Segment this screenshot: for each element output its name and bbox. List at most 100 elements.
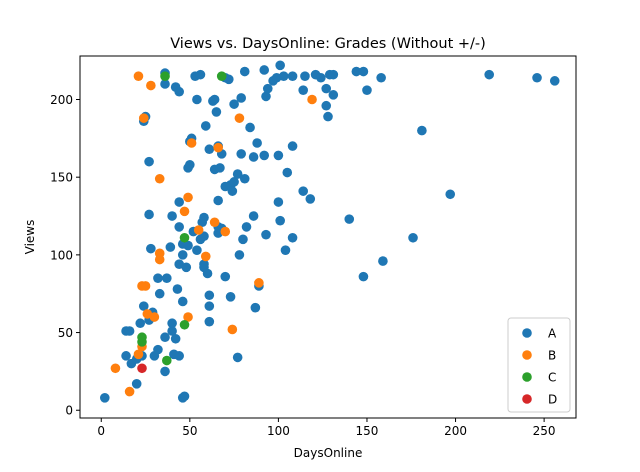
data-point-a	[238, 234, 248, 245]
data-point-a	[167, 211, 177, 221]
data-point-a	[378, 256, 388, 266]
y-tick-label: 0	[65, 404, 73, 418]
data-point-a	[259, 65, 270, 75]
legend-label-c: C	[548, 371, 556, 385]
data-point-a	[215, 163, 225, 173]
data-point-a	[351, 66, 362, 77]
data-point-a	[204, 316, 215, 327]
data-point-a	[250, 302, 261, 313]
data-point-b	[213, 142, 223, 153]
legend-marker-b	[522, 350, 532, 360]
data-point-b	[179, 206, 190, 217]
data-point-b	[183, 312, 193, 322]
data-point-a	[160, 366, 170, 377]
data-point-b	[307, 94, 317, 105]
legend-label-d: D	[548, 393, 557, 407]
data-point-a	[138, 301, 149, 311]
data-point-a	[358, 271, 369, 282]
data-point-a	[278, 71, 289, 81]
data-point-a	[229, 177, 239, 187]
data-point-a	[183, 240, 193, 251]
y-tick-label: 200	[50, 93, 73, 107]
data-point-c	[216, 71, 227, 81]
data-point-a	[273, 197, 284, 207]
data-point-a	[225, 292, 236, 302]
data-point-a	[275, 60, 285, 71]
data-point-a	[220, 271, 231, 282]
data-point-a	[167, 318, 177, 329]
y-axis-label: Views	[23, 220, 37, 255]
data-point-a	[287, 71, 298, 81]
data-point-a	[204, 290, 215, 301]
data-point-b	[138, 113, 149, 123]
data-point-a	[239, 66, 250, 77]
data-point-a	[287, 232, 298, 243]
data-point-a	[169, 349, 179, 360]
data-point-b	[200, 251, 211, 262]
legend-marker-a	[522, 328, 532, 338]
data-point-a	[131, 379, 142, 389]
y-tick-label: 150	[50, 171, 73, 185]
chart-title: Views vs. DaysOnline: Grades (Without +/…	[170, 36, 486, 52]
data-point-a	[227, 186, 238, 196]
data-point-a	[167, 326, 177, 336]
data-point-a	[229, 99, 239, 109]
data-point-a	[121, 351, 131, 361]
data-point-a	[323, 111, 333, 122]
data-point-a	[417, 125, 427, 136]
data-point-a	[144, 156, 154, 167]
data-point-a	[298, 186, 309, 196]
data-point-a	[100, 393, 110, 403]
data-point-a	[154, 288, 165, 299]
data-point-a	[321, 83, 332, 94]
x-tick-label: 0	[97, 424, 105, 438]
data-point-a	[252, 138, 262, 148]
y-axis-ticks: 0 50 100 150 200	[50, 93, 80, 418]
data-point-a	[305, 194, 316, 204]
data-point-a	[248, 152, 259, 162]
data-point-a	[153, 344, 163, 355]
data-point-a	[245, 122, 255, 133]
data-point-a	[261, 229, 271, 240]
data-point-a	[358, 66, 369, 77]
data-point-b	[183, 192, 193, 203]
data-point-a	[199, 259, 209, 269]
x-tick-label: 100	[267, 424, 290, 438]
data-point-b	[146, 80, 156, 91]
data-point-a	[192, 94, 202, 105]
data-point-b	[154, 254, 165, 265]
data-point-a	[160, 332, 170, 343]
data-point-a	[170, 333, 181, 344]
legend-label-a: A	[548, 327, 557, 341]
data-point-b	[149, 312, 160, 322]
x-axis-ticks: 0 50 100 150 200 250	[97, 418, 556, 438]
data-point-a	[177, 296, 188, 307]
data-point-a	[162, 273, 172, 283]
data-point-a	[211, 107, 222, 117]
data-point-d	[137, 363, 147, 374]
data-point-a	[232, 352, 243, 363]
data-point-a	[172, 284, 183, 294]
data-point-a	[321, 100, 332, 111]
data-point-a	[298, 85, 309, 95]
data-point-a	[275, 215, 285, 226]
data-point-a	[261, 91, 271, 102]
data-point-b	[234, 113, 245, 123]
data-point-a	[204, 301, 215, 311]
data-point-a	[241, 222, 252, 232]
data-point-b	[140, 281, 151, 291]
data-point-b	[227, 324, 238, 335]
x-tick-label: 150	[356, 424, 379, 438]
data-point-a	[232, 169, 243, 179]
data-point-b	[133, 71, 144, 81]
legend-marker-d	[522, 394, 532, 404]
data-point-a	[179, 391, 190, 402]
data-point-a	[282, 167, 293, 178]
data-point-a	[192, 245, 202, 256]
data-point-a	[213, 195, 223, 206]
data-point-a	[185, 159, 195, 170]
y-tick-label: 50	[58, 326, 73, 340]
data-point-a	[153, 273, 163, 283]
data-point-a	[532, 72, 542, 83]
